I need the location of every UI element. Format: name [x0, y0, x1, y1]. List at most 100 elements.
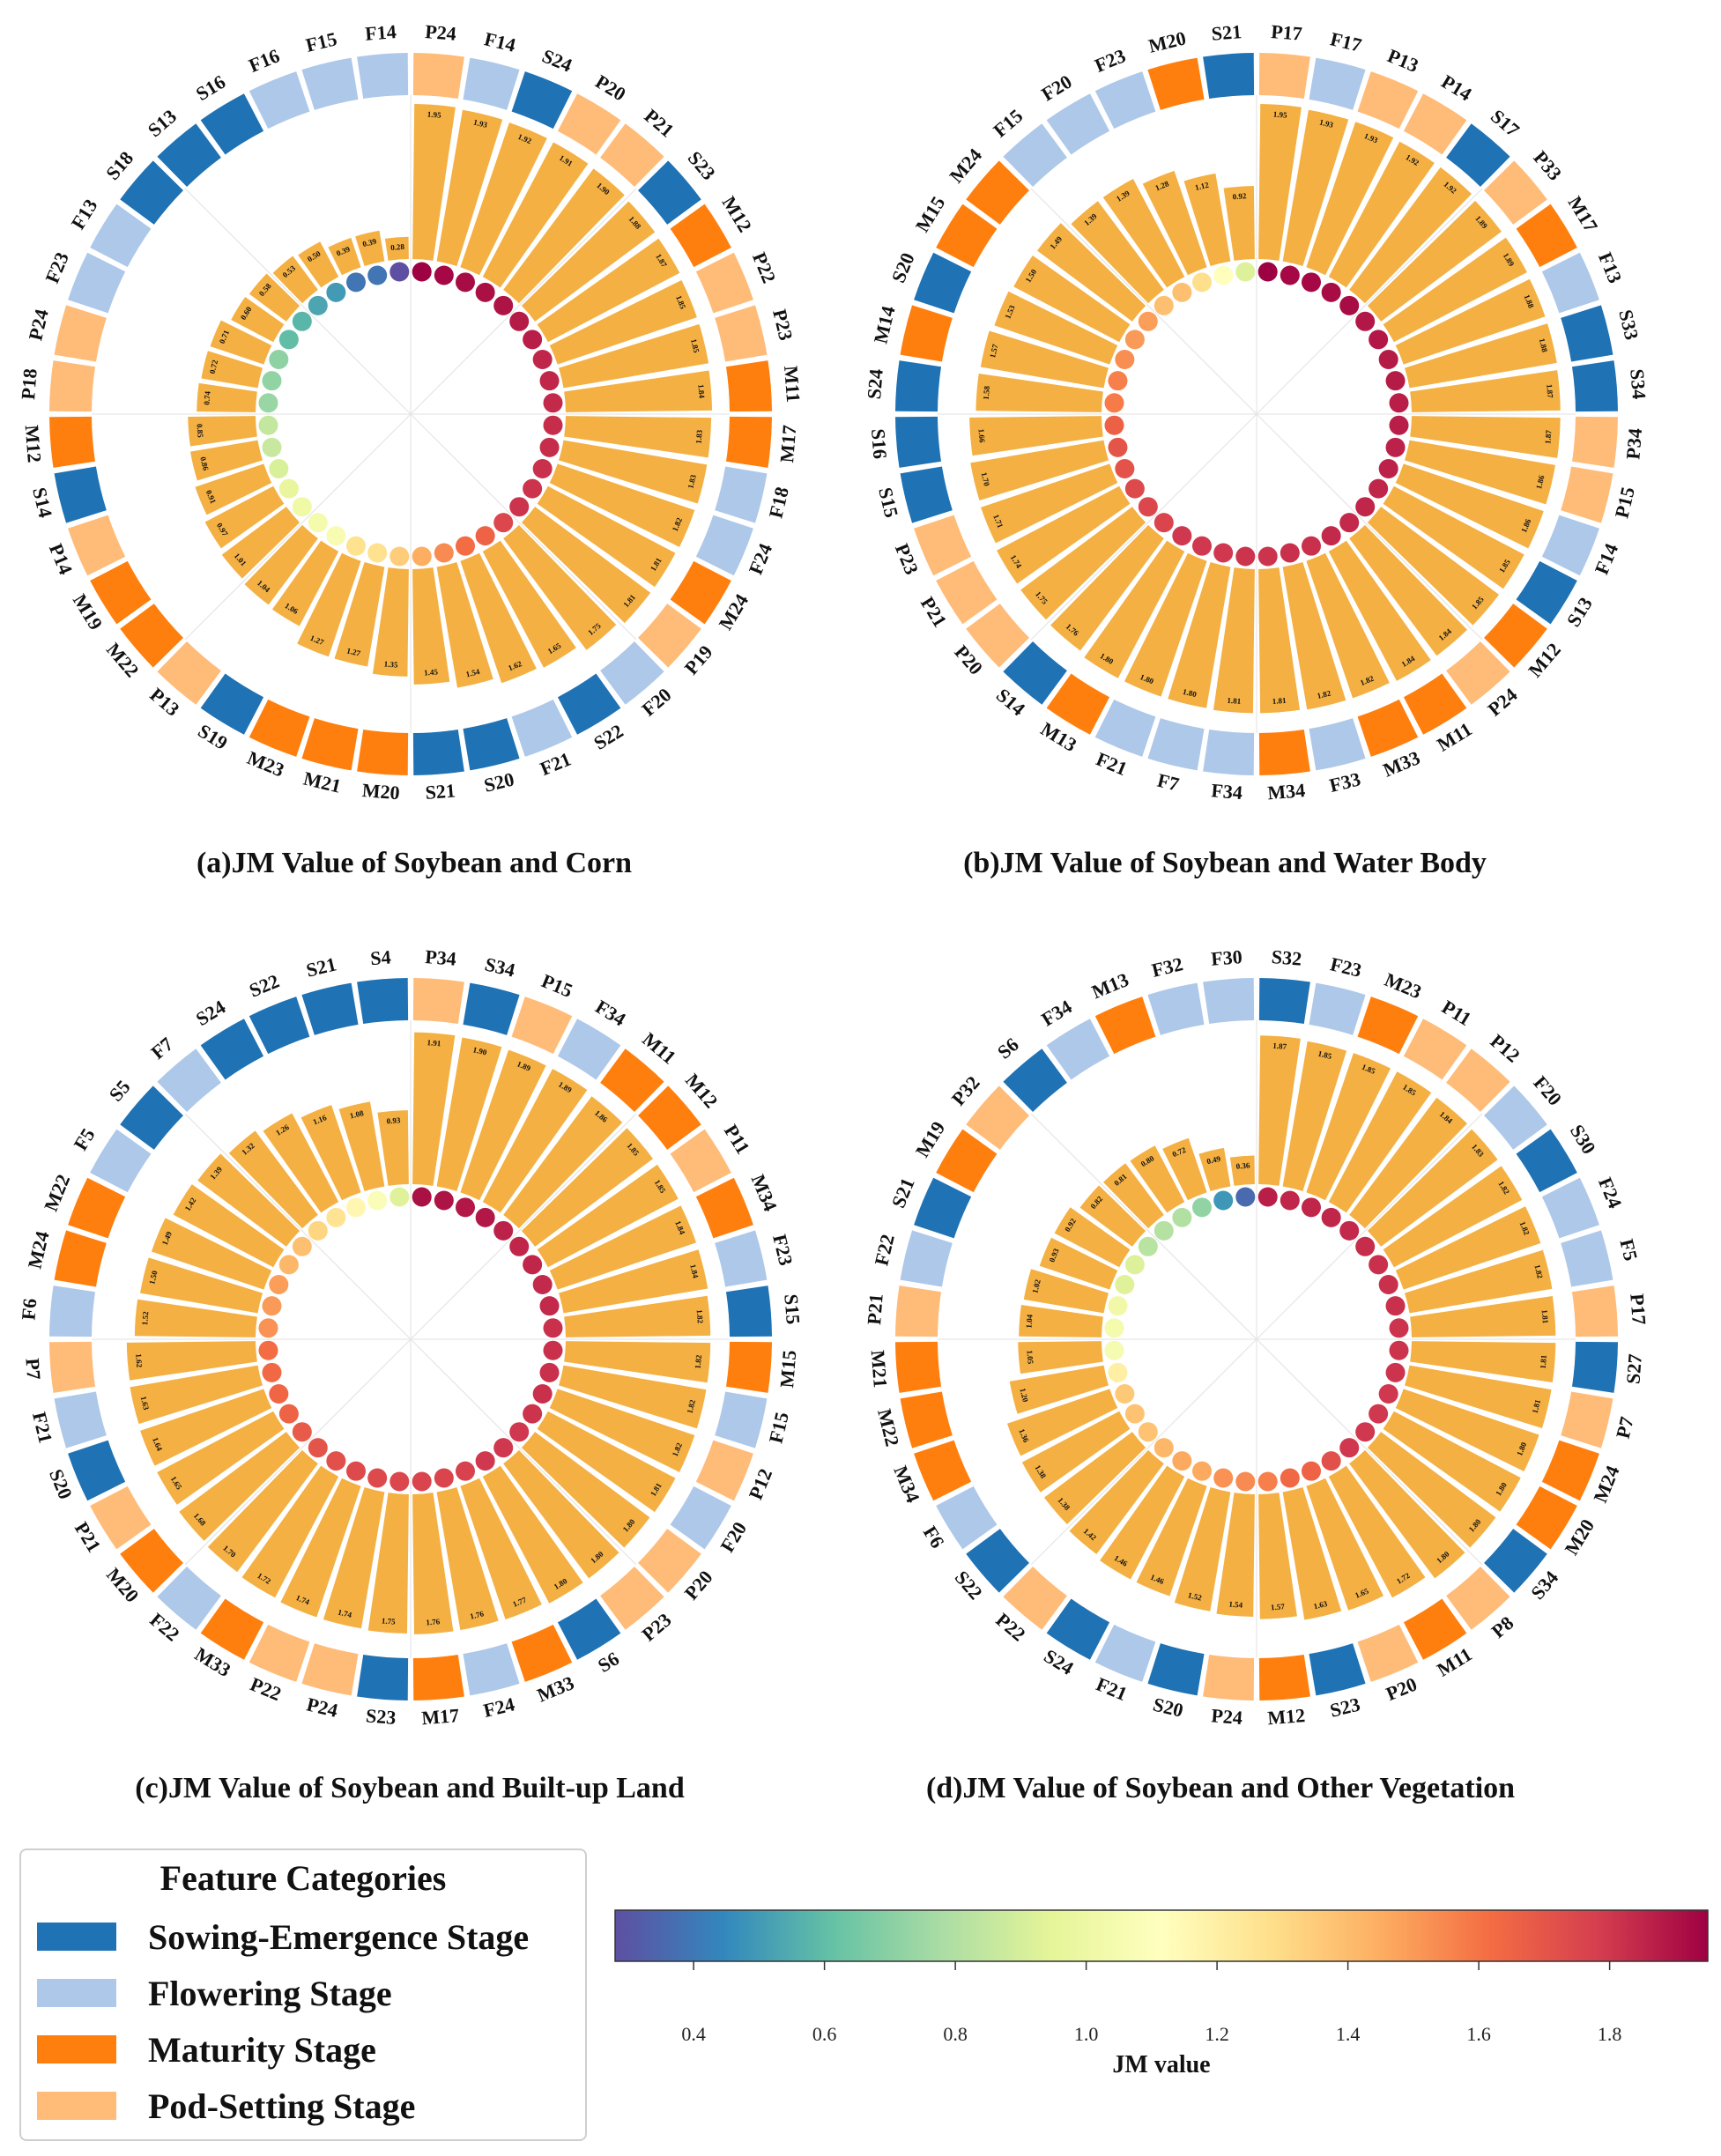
- category-label: S21: [1211, 20, 1243, 45]
- bar: [228, 1130, 318, 1229]
- category-label: S24: [192, 996, 229, 1030]
- category-label: S15: [874, 485, 902, 520]
- category-label: M12: [718, 192, 757, 236]
- category-label: S34: [1626, 368, 1651, 400]
- value-dot: [493, 295, 514, 315]
- value-dot: [1369, 478, 1389, 499]
- category-ring-segment: [1094, 997, 1156, 1055]
- category-ring-segment: [412, 978, 464, 1025]
- category-label: M22: [40, 1171, 74, 1214]
- category-label: F33: [1327, 767, 1362, 796]
- category-ring-segment: [200, 93, 264, 155]
- bar: [537, 1411, 676, 1513]
- category-ring-segment: [1203, 1654, 1255, 1700]
- bar: [130, 1365, 263, 1425]
- category-ring-segment: [1357, 71, 1419, 130]
- category-ring-segment: [1541, 252, 1599, 314]
- value-dot: [1385, 1362, 1406, 1382]
- category-ring-segment: [511, 699, 573, 757]
- category-label: S16: [192, 70, 229, 105]
- colorbar-label: JM value: [1112, 2051, 1210, 2078]
- category-label: F23: [41, 249, 73, 286]
- legend: Feature Categories Sowing-Emergence Stag…: [19, 1849, 587, 2141]
- category-ring-segment: [54, 466, 107, 523]
- legend-label: Sowing-Emergence Stage: [148, 1916, 530, 1957]
- category-label: S22: [246, 970, 282, 1002]
- category-ring-segment: [68, 515, 126, 576]
- category-label: F14: [482, 27, 517, 56]
- value-dot: [1389, 1340, 1409, 1360]
- grid-line: [184, 1113, 412, 1340]
- category-ring-segment: [49, 1341, 96, 1393]
- category-label: M19: [911, 1117, 950, 1161]
- category-ring-segment: [966, 160, 1029, 225]
- bar: [1084, 540, 1185, 678]
- bar: [1306, 552, 1390, 699]
- value-dot: [523, 1404, 543, 1424]
- bar: [241, 1465, 339, 1598]
- bar: [981, 463, 1118, 544]
- bar: [482, 1465, 583, 1604]
- value-dot: [1138, 1422, 1158, 1442]
- category-ring-segment: [54, 305, 107, 362]
- bar: [503, 524, 617, 650]
- bar: [1367, 1129, 1498, 1247]
- bar: [980, 330, 1109, 389]
- category-ring-segment: [1446, 641, 1510, 705]
- value-dot: [1138, 497, 1158, 517]
- bar: [1328, 141, 1435, 288]
- bar: [482, 1069, 588, 1213]
- category-label: F17: [1328, 27, 1363, 56]
- bar: [564, 370, 713, 412]
- category-ring-segment: [301, 1643, 359, 1696]
- category-label: S20: [1151, 1693, 1185, 1722]
- colorbar-tick-label: 1.4: [1336, 2023, 1361, 2045]
- bar: [436, 109, 503, 266]
- bar: [559, 1249, 708, 1314]
- category-ring-segment: [1446, 1567, 1510, 1630]
- category-label: F32: [1149, 952, 1184, 982]
- bar: [195, 463, 272, 515]
- bar: [1410, 416, 1561, 458]
- category-ring-segment: [557, 673, 621, 735]
- category-ring-segment: [1046, 1019, 1110, 1080]
- value-dot: [1115, 458, 1135, 478]
- category-ring-segment: [895, 360, 942, 412]
- bar: [204, 485, 285, 549]
- category-label: S24: [539, 45, 575, 77]
- bar: [975, 373, 1103, 412]
- value-dot: [1389, 415, 1409, 435]
- category-ring-segment: [1484, 160, 1547, 225]
- legend-swatch-sowing-emergence: [37, 1923, 116, 1951]
- chart-soybean-built-up-land: 1.91P341.90S341.89P151.89F341.86M111.85M…: [17, 945, 804, 1729]
- bar: [1328, 540, 1431, 681]
- category-ring-segment: [1357, 997, 1419, 1055]
- grid-line: [1256, 1338, 1483, 1566]
- category-label: F20: [1529, 1071, 1566, 1109]
- bar: [1071, 201, 1164, 304]
- value-label: 1.82: [686, 1398, 698, 1414]
- category-ring-segment: [1203, 978, 1255, 1025]
- category-ring-segment: [1357, 1624, 1419, 1682]
- bar: [460, 552, 537, 684]
- category-ring-segment: [412, 729, 464, 775]
- category-ring-segment: [900, 1230, 953, 1287]
- value-dot: [1104, 1318, 1124, 1338]
- value-dot: [434, 543, 454, 563]
- bar: [244, 524, 318, 605]
- value-dot: [1124, 1255, 1145, 1275]
- bar: [189, 440, 263, 481]
- bar: [201, 351, 263, 389]
- bar: [1020, 507, 1146, 620]
- bar: [1216, 1493, 1255, 1617]
- value-dot: [367, 1190, 388, 1211]
- bar: [1395, 1389, 1539, 1472]
- legend-label: Flowering Stage: [148, 1973, 392, 2013]
- category-label: F23: [1092, 44, 1129, 77]
- caption-d: (d)JM Value of Soybean and Other Vegetat…: [926, 1772, 1515, 1804]
- value-dot: [1280, 543, 1300, 563]
- bar: [197, 1153, 300, 1247]
- grid-line: [410, 188, 637, 415]
- category-label: M23: [1382, 968, 1425, 1003]
- category-ring-segment: [1203, 53, 1255, 100]
